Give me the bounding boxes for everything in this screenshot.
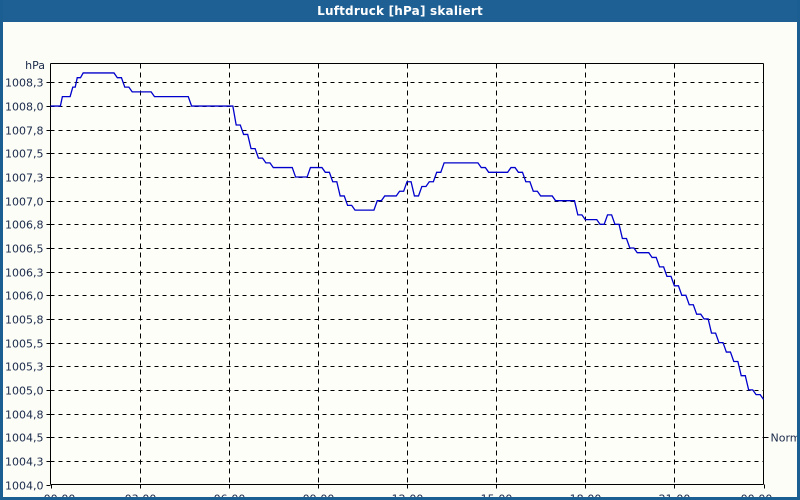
pressure-series-line [50,72,765,400]
y-axis-tick-label: 1006,8 [5,219,44,232]
y-axis-tick-label: 1007,3 [5,172,44,185]
y-axis-tick-label: 1005,3 [5,361,44,374]
y-axis-tick-label: 1006,0 [5,290,44,303]
x-axis-time-label: 00:00 [44,493,76,498]
y-axis-unit-label: hPa [25,59,45,72]
x-axis-time-label: 18:00 [570,493,602,498]
y-axis-tick-label: 1008,3 [5,77,44,90]
y-axis-tick-label: 1004,3 [5,456,44,469]
x-axis-time-label: 03:00 [125,493,157,498]
y-axis-tick-label: 1005,8 [5,314,44,327]
normal-label: Normal [771,432,798,445]
horizontal-gridlines [50,82,764,462]
y-axis-tick-label: 1007,0 [5,196,44,209]
chart-canvas: 1008,3 1008,0 1007,8 1007,5 1007,3 1007,0 1006… [3,22,797,497]
y-axis-tick-label: 1006,5 [5,243,44,256]
normal-reference-annotation: Normal [763,432,798,445]
pressure-line-chart: 1008,3 1008,0 1007,8 1007,5 1007,3 1007,0 1006… [3,22,797,497]
y-axis-tick-label: 1004,8 [5,409,44,422]
y-axis-tick-label: 1004,0 [5,480,44,493]
axis-ticks [46,82,765,489]
y-axis-tick-label: 1004,5 [5,432,44,445]
y-axis-tick-label: 1005,5 [5,338,44,351]
x-axis-time-label: 06:00 [214,493,246,498]
page-title: Luftdruck [hPa] skaliert [317,4,483,18]
y-axis-tick-label: 1005,0 [5,385,44,398]
y-axis-tick-label: 1007,5 [5,148,44,161]
y-axis-tick-label: 1007,8 [5,125,44,138]
window-title-bar: Luftdruck [hPa] skaliert [3,0,797,22]
vertical-gridlines [140,63,675,485]
x-axis-time-label: 15:00 [481,493,513,498]
plot-area-background [50,64,763,484]
x-axis-time-label: 21:00 [659,493,691,498]
y-axis-tick-label: 1008,0 [5,101,44,114]
y-axis-tick-label: 1006,3 [5,267,44,280]
x-axis-time-label: 00:00 [741,493,773,498]
x-axis-time-label: 09:00 [303,493,335,498]
x-axis-time-label: 12:00 [392,493,424,498]
x-axis-labels: 00:0024.06.1703:0024.06.1706:0024.06.170… [44,493,773,498]
y-axis-labels: 1008,3 1008,0 1007,8 1007,5 1007,3 1007,0 1006… [5,77,44,493]
